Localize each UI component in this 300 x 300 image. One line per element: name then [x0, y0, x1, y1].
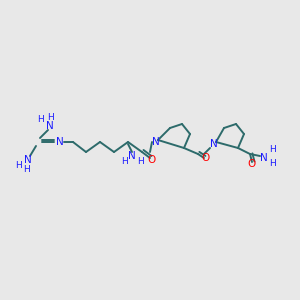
Text: N: N: [24, 155, 32, 165]
Text: N: N: [152, 137, 160, 147]
Text: N: N: [260, 153, 268, 163]
Text: N: N: [46, 121, 54, 131]
Text: N: N: [128, 151, 136, 161]
Text: H: H: [268, 146, 275, 154]
Text: O: O: [148, 155, 156, 165]
Text: N: N: [56, 137, 64, 147]
Text: H: H: [15, 161, 21, 170]
Text: H: H: [38, 116, 44, 124]
Text: O: O: [248, 159, 256, 169]
Text: H: H: [22, 164, 29, 173]
Text: O: O: [202, 153, 210, 163]
Text: H: H: [268, 160, 275, 169]
Text: H: H: [136, 158, 143, 166]
Text: H: H: [48, 113, 54, 122]
Text: H: H: [121, 158, 128, 166]
Text: N: N: [210, 139, 218, 149]
